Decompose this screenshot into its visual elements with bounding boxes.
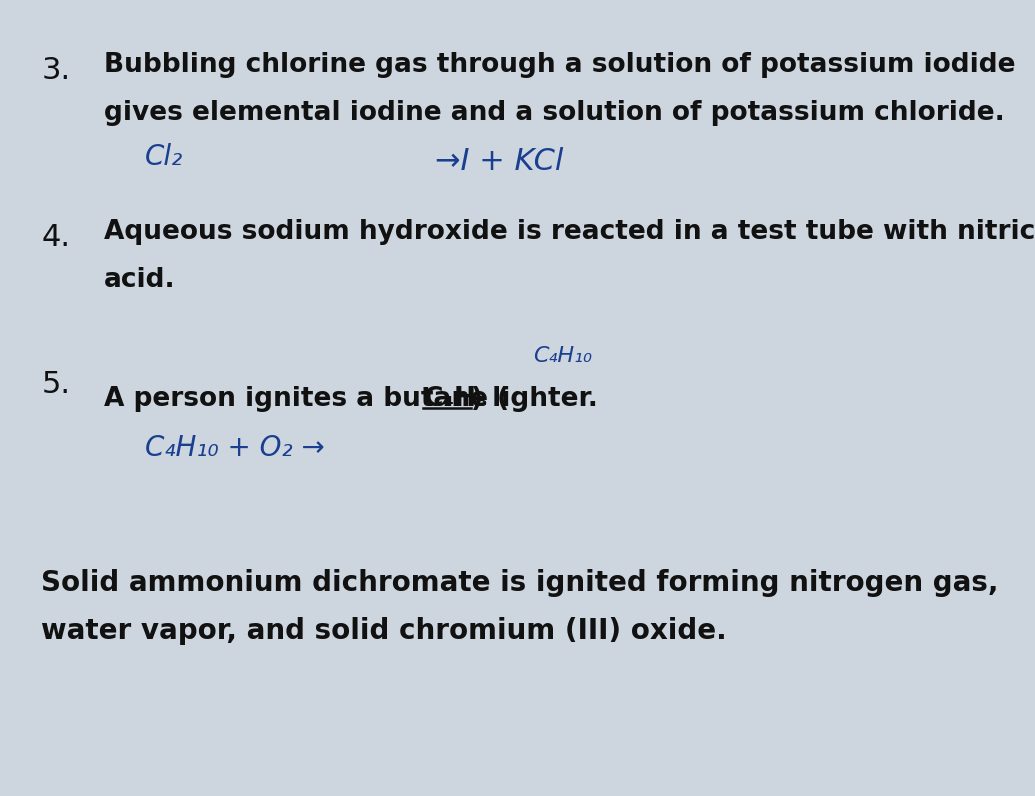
Text: →I + KCl: →I + KCl: [435, 147, 563, 176]
Text: A person ignites a butane (: A person ignites a butane (: [104, 386, 508, 412]
Text: 4.: 4.: [41, 223, 70, 252]
Text: C₄H₈: C₄H₈: [423, 386, 487, 412]
Text: acid.: acid.: [104, 267, 175, 293]
Text: gives elemental iodine and a solution of potassium chloride.: gives elemental iodine and a solution of…: [104, 100, 1004, 126]
Text: ) lighter.: ) lighter.: [471, 386, 597, 412]
Text: Aqueous sodium hydroxide is reacted in a test tube with nitric: Aqueous sodium hydroxide is reacted in a…: [104, 219, 1035, 245]
Text: Cl₂: Cl₂: [145, 143, 183, 171]
Text: water vapor, and solid chromium (III) oxide.: water vapor, and solid chromium (III) ox…: [41, 617, 728, 645]
Text: C₄H₁₀ + O₂ →: C₄H₁₀ + O₂ →: [145, 434, 325, 462]
Text: 3.: 3.: [41, 56, 70, 84]
Text: Solid ammonium dichromate is ignited forming nitrogen gas,: Solid ammonium dichromate is ignited for…: [41, 569, 999, 597]
Text: 5.: 5.: [41, 370, 70, 399]
Text: Bubbling chlorine gas through a solution of potassium iodide: Bubbling chlorine gas through a solution…: [104, 52, 1015, 78]
Text: C₄H₁₀: C₄H₁₀: [533, 346, 592, 366]
